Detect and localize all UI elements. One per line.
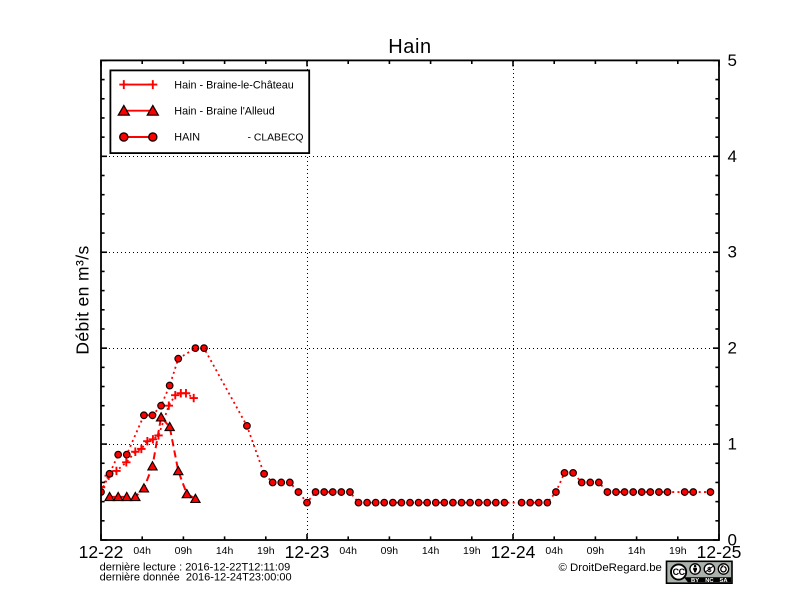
svg-text:NC: NC: [705, 578, 714, 584]
svg-text:5: 5: [728, 51, 737, 70]
svg-text:09h: 09h: [587, 545, 605, 557]
svg-text:dernière donnée 2016-12-24T23: dernière donnée 2016-12-24T23:00:00: [100, 571, 292, 583]
svg-text:19h: 19h: [257, 545, 275, 557]
svg-text:BY: BY: [691, 578, 699, 584]
svg-text:12-25: 12-25: [697, 542, 742, 562]
svg-text:09h: 09h: [381, 545, 399, 557]
svg-text:Hain - Braine-le-Château: Hain - Braine-le-Château: [174, 79, 293, 91]
svg-text:Débit en m³/s: Débit en m³/s: [73, 245, 93, 354]
svg-text:19h: 19h: [669, 545, 687, 557]
svg-text:04h: 04h: [545, 545, 563, 557]
svg-text:14h: 14h: [422, 545, 440, 557]
svg-text:SA: SA: [719, 578, 728, 584]
svg-text:Hain: Hain: [388, 36, 432, 58]
svg-text:12-24: 12-24: [491, 542, 536, 562]
svg-text:© DroitDeRegard.be: © DroitDeRegard.be: [559, 562, 662, 574]
svg-text:- CLABECQ: - CLABECQ: [248, 133, 304, 144]
svg-text:12-23: 12-23: [285, 542, 330, 562]
svg-text:09h: 09h: [175, 545, 193, 557]
svg-text:HAIN: HAIN: [174, 132, 200, 144]
svg-text:0: 0: [728, 531, 737, 550]
svg-text:14h: 14h: [216, 545, 234, 557]
svg-text:3: 3: [728, 243, 737, 262]
svg-text:4: 4: [728, 147, 737, 166]
svg-text:Hain - Braine l'Alleud: Hain - Braine l'Alleud: [174, 105, 274, 117]
svg-text:1: 1: [728, 435, 737, 454]
svg-text:2: 2: [728, 339, 737, 358]
svg-text:04h: 04h: [133, 545, 151, 557]
svg-text:19h: 19h: [463, 545, 481, 557]
svg-text:dernière lecture : 2016-12-22T: dernière lecture : 2016-12-22T12:11:09: [100, 561, 291, 573]
svg-text:12-22: 12-22: [79, 542, 124, 562]
svg-text:$: $: [707, 565, 712, 574]
svg-text:04h: 04h: [339, 545, 357, 557]
svg-text:CC: CC: [673, 567, 686, 577]
svg-text:14h: 14h: [628, 545, 646, 557]
